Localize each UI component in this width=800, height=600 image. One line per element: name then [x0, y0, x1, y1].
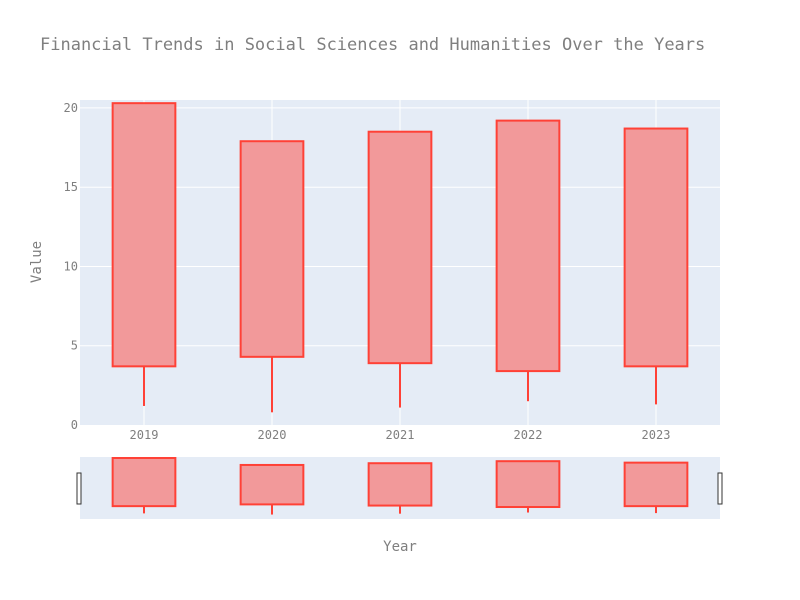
x-tick-label: 2019 — [130, 428, 159, 442]
slider-candle-2022[interactable] — [495, 460, 561, 513]
x-tick-label: 2022 — [514, 428, 543, 442]
y-axis-title: Value — [29, 241, 45, 283]
main-candle-2023[interactable] — [623, 127, 689, 405]
main-candle-2020[interactable] — [239, 140, 305, 413]
y-tick-label: 5 — [71, 339, 78, 353]
slider-candle-body — [239, 463, 305, 506]
main-candle-2021[interactable] — [367, 130, 433, 408]
main-candle-body — [623, 127, 689, 368]
chart-title: Financial Trends in Social Sciences and … — [40, 35, 705, 55]
main-candle-body — [495, 119, 561, 373]
y-tick-label: 0 — [71, 418, 78, 432]
slider-candle-2020[interactable] — [239, 463, 305, 515]
slider-candle-body — [111, 457, 177, 508]
slider-candle-body — [495, 460, 561, 509]
range-slider-left-handle[interactable] — [76, 472, 82, 505]
range-slider-candles — [111, 457, 689, 515]
x-tick-label: 2023 — [642, 428, 671, 442]
slider-candle-2019[interactable] — [111, 457, 177, 514]
main-candle-body — [367, 130, 433, 365]
x-axis-ticks: 2019 2020 2021 2022 2023 — [130, 428, 671, 442]
slider-candle-2021[interactable] — [367, 462, 433, 514]
y-axis-ticks: 0 5 10 15 20 — [64, 101, 78, 432]
candles — [111, 102, 689, 413]
slider-candle-body — [367, 462, 433, 507]
main-candle-body — [111, 102, 177, 368]
y-tick-label: 20 — [64, 101, 78, 115]
x-axis-title: Year — [383, 539, 417, 555]
x-tick-label: 2021 — [386, 428, 415, 442]
x-tick-label: 2020 — [258, 428, 287, 442]
slider-candle-body — [623, 461, 689, 508]
y-tick-label: 15 — [64, 180, 78, 194]
y-tick-label: 10 — [64, 259, 78, 273]
main-candle-2019[interactable] — [111, 102, 177, 406]
main-candle-2022[interactable] — [495, 119, 561, 402]
slider-candle-2023[interactable] — [623, 461, 689, 514]
main-candle-body — [239, 140, 305, 358]
range-slider-right-handle[interactable] — [717, 472, 723, 505]
